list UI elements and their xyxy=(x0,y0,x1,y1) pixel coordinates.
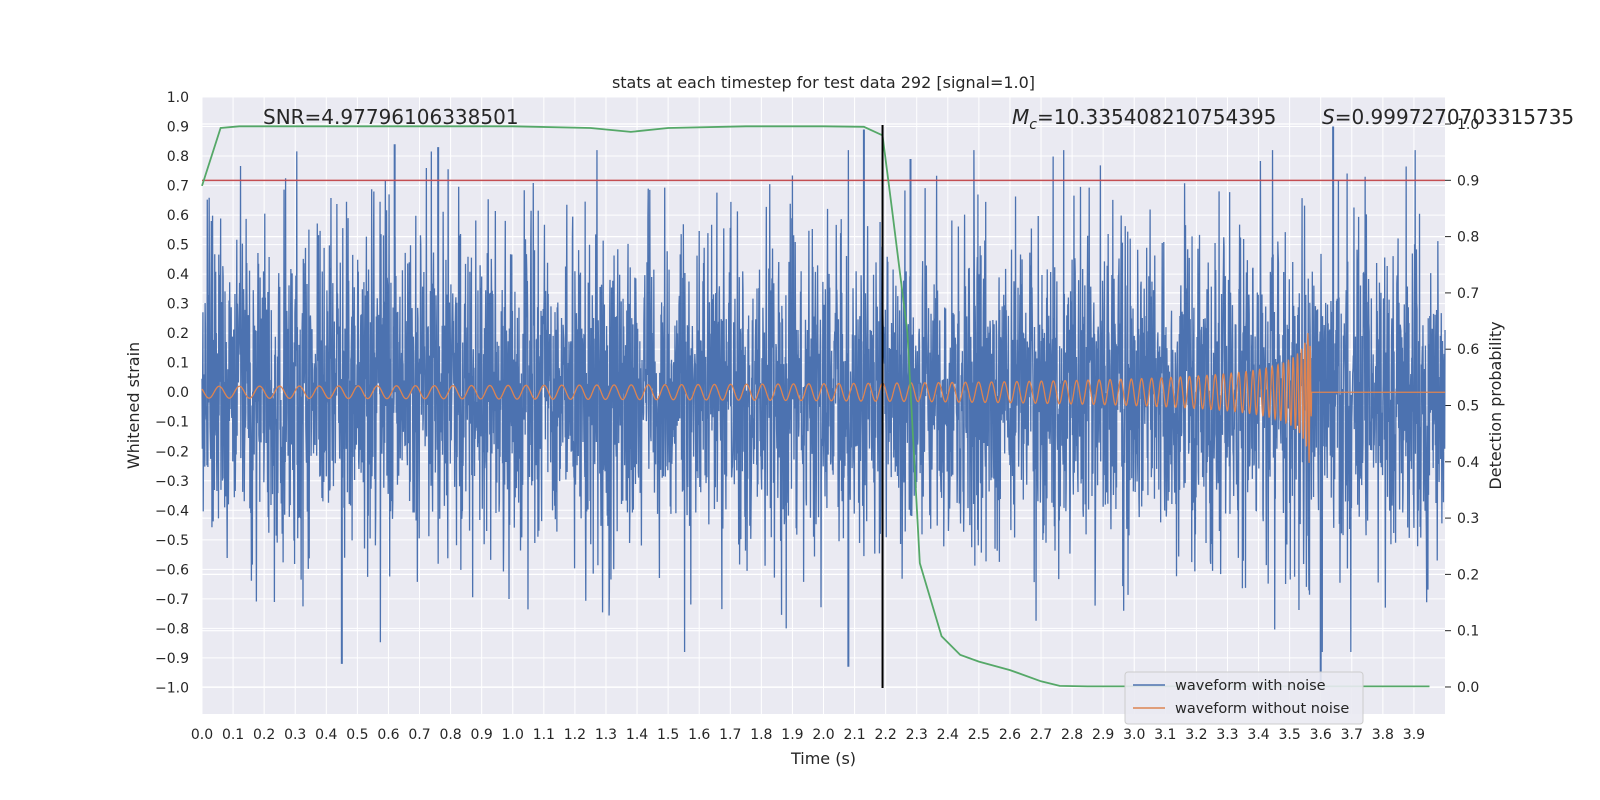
snr-annotation: SNR=4.97796106338501 xyxy=(263,105,519,129)
x-tick-label: 3.3 xyxy=(1216,727,1238,743)
mc-subscript: c xyxy=(1029,117,1037,133)
x-tick-label: 3.1 xyxy=(1154,727,1176,743)
x-tick-label: 2.2 xyxy=(875,727,897,743)
y-tick-label: 1.0 xyxy=(167,90,189,106)
y2-tick-label: 0.5 xyxy=(1457,399,1479,415)
x-tick-label: 2.8 xyxy=(1061,727,1083,743)
x-tick-label: 1.4 xyxy=(626,727,648,743)
legend-label-clean: waveform without noise xyxy=(1175,701,1349,717)
x-tick-label: 3.7 xyxy=(1341,727,1363,743)
y-tick-label: 0.3 xyxy=(167,297,189,313)
y-tick-labels: 1.0 0.9 0.8 0.7 0.6 0.5 0.4 0.3 0.2 0.1 0.0 −0.1 −0.… xyxy=(155,90,189,696)
y2-tick-label: 1.0 xyxy=(1457,117,1479,133)
x-tick-label: 0.0 xyxy=(191,727,213,743)
x-tick-label: 1.1 xyxy=(533,727,555,743)
y-tick-label: 0.6 xyxy=(167,208,189,224)
y2-tick-label: 0.3 xyxy=(1457,511,1479,527)
y2-tick-label: 0.7 xyxy=(1457,286,1479,302)
y2-tick-label: 0.8 xyxy=(1457,230,1479,246)
y2-tick-label: 0.4 xyxy=(1457,455,1479,471)
mc-value: =10.335408210754395 xyxy=(1037,105,1276,129)
y-tick-label: −0.6 xyxy=(155,562,189,578)
noise-spikes xyxy=(340,126,1335,682)
y2-tick-label: 0.2 xyxy=(1457,567,1479,583)
y-tick-label: −0.4 xyxy=(155,503,189,519)
y-tick-label: 0.7 xyxy=(167,179,189,195)
x-tick-label: 3.8 xyxy=(1372,727,1394,743)
y-tick-label: 0.4 xyxy=(167,267,189,283)
y-tick-label: 0.2 xyxy=(167,326,189,342)
y2-tick-label: 0.9 xyxy=(1457,173,1479,189)
y2-tick-label: 0.0 xyxy=(1457,680,1479,696)
x-tick-label: 0.6 xyxy=(377,727,399,743)
s-value: =0.9997270703315735 xyxy=(1335,105,1574,129)
x-tick-label: 0.7 xyxy=(408,727,430,743)
x-tick-label: 3.6 xyxy=(1310,727,1332,743)
x-tick-label: 2.3 xyxy=(906,727,928,743)
x-tick-label: 0.3 xyxy=(284,727,306,743)
x-tick-label: 0.5 xyxy=(346,727,368,743)
y-tick-label: 0.5 xyxy=(167,238,189,254)
series-waveform-with-noise xyxy=(201,150,1446,653)
legend: waveform with noise waveform without noi… xyxy=(1124,671,1364,725)
legend-label-noise: waveform with noise xyxy=(1175,678,1326,694)
x-tick-label: 1.0 xyxy=(502,727,524,743)
x-tick-label: 1.3 xyxy=(595,727,617,743)
x-tick-label: 1.6 xyxy=(688,727,710,743)
y-tick-label: 0.9 xyxy=(167,120,189,136)
y2-axis-label: Detection probability xyxy=(1486,321,1505,489)
x-tick-labels: 0.0 0.1 0.2 0.3 0.4 0.5 0.6 0.7 0.8 0.9 1.0 1.1 1.2 1… xyxy=(191,727,1425,743)
y2-tick-label: 0.1 xyxy=(1457,624,1479,640)
y2-tick-label: 0.6 xyxy=(1457,342,1479,358)
x-tick-label: 1.5 xyxy=(657,727,679,743)
x-tick-label: 3.0 xyxy=(1123,727,1145,743)
x-tick-label: 2.9 xyxy=(1092,727,1114,743)
series-waveform-without-noise xyxy=(201,333,1445,463)
x-tick-label: 2.1 xyxy=(843,727,865,743)
y-axis-label: Whitened strain xyxy=(124,342,143,469)
y-tick-label: −0.5 xyxy=(155,533,189,549)
x-tick-label: 1.7 xyxy=(719,727,741,743)
y2-tick-labels: 1.0 0.9 0.8 0.7 0.6 0.5 0.4 0.3 0.2 0.1 0.0 xyxy=(1457,117,1479,696)
x-tick-label: 0.8 xyxy=(439,727,461,743)
x-tick-label: 2.4 xyxy=(937,727,959,743)
s-symbol: S xyxy=(1322,105,1335,129)
chart-title: stats at each timestep for test data 292… xyxy=(612,73,1035,92)
y-tick-label: 0.8 xyxy=(167,149,189,165)
score-annotation: S=0.9997270703315735 xyxy=(1322,105,1574,129)
x-tick-label: 0.9 xyxy=(471,727,493,743)
y-tick-label: −0.1 xyxy=(155,415,189,431)
x-tick-label: 2.5 xyxy=(968,727,990,743)
x-tick-label: 3.2 xyxy=(1185,727,1207,743)
y-tick-label: −1.0 xyxy=(155,680,189,696)
x-tick-label: 2.0 xyxy=(812,727,834,743)
x-tick-label: 2.6 xyxy=(999,727,1021,743)
x-tick-label: 1.2 xyxy=(564,727,586,743)
x-tick-label: 1.9 xyxy=(781,727,803,743)
x-tick-label: 3.4 xyxy=(1247,727,1269,743)
y-tick-label: −0.7 xyxy=(155,592,189,608)
y-tick-label: 0.1 xyxy=(167,356,189,372)
legend-box xyxy=(1124,671,1364,725)
y-tick-label: −0.8 xyxy=(155,621,189,637)
y-tick-label: −0.9 xyxy=(155,651,189,667)
y-tick-label: 0.0 xyxy=(167,385,189,401)
x-tick-label: 1.8 xyxy=(750,727,772,743)
x-axis-label: Time (s) xyxy=(790,749,856,768)
y-tick-label: −0.3 xyxy=(155,474,189,490)
chirp-mass-annotation: Mc=10.335408210754395 xyxy=(1012,105,1276,133)
x-tick-label: 0.4 xyxy=(315,727,337,743)
x-tick-label: 3.9 xyxy=(1403,727,1425,743)
x-tick-label: 0.2 xyxy=(253,727,275,743)
mc-symbol: M xyxy=(1012,105,1029,129)
x-tick-label: 3.5 xyxy=(1278,727,1300,743)
y-tick-label: −0.2 xyxy=(155,444,189,460)
x-tick-label: 0.1 xyxy=(222,727,244,743)
x-tick-label: 2.7 xyxy=(1030,727,1052,743)
